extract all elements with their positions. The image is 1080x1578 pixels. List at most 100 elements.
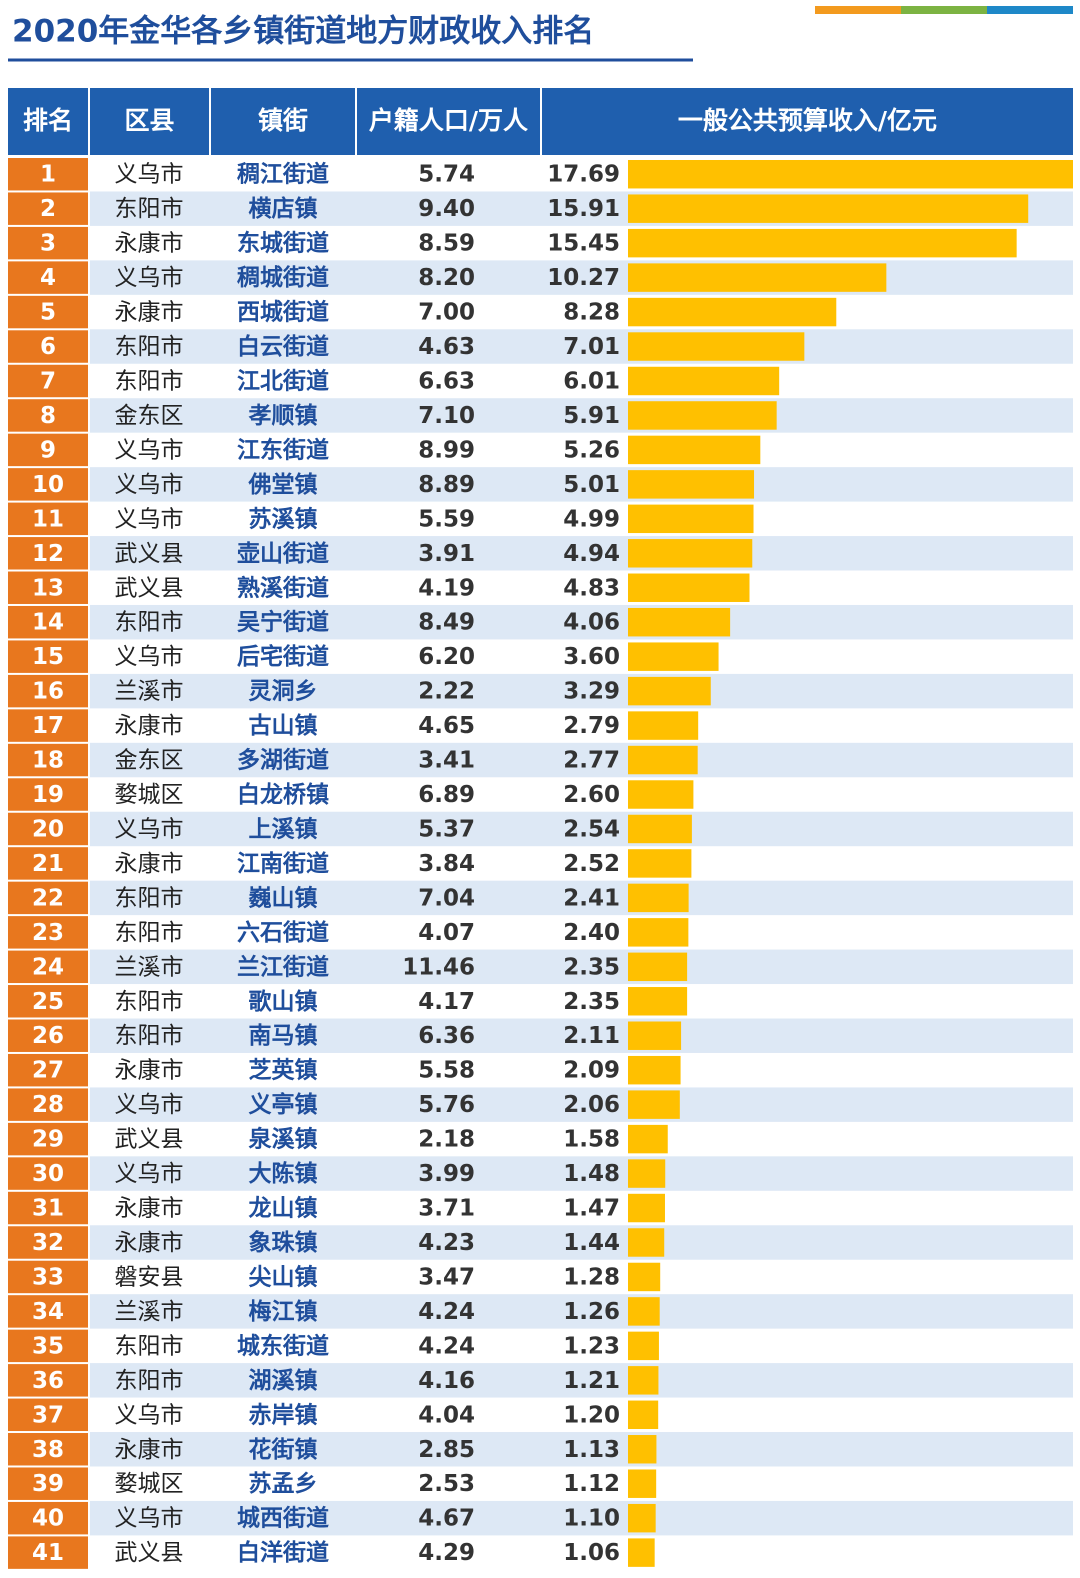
county: 永康市 — [115, 1230, 184, 1256]
population: 3.47 — [418, 1264, 475, 1290]
population: 4.24 — [418, 1299, 475, 1325]
rank: 20 — [32, 816, 64, 842]
rank-cell — [8, 502, 88, 536]
population: 4.65 — [418, 713, 475, 739]
rank-cell — [8, 743, 88, 777]
town: 尖山镇 — [249, 1263, 318, 1290]
rank: 41 — [32, 1540, 64, 1566]
town: 歌山镇 — [249, 988, 318, 1015]
rank-cell — [8, 1157, 88, 1190]
rank-cell — [8, 1053, 88, 1087]
rank-cell — [8, 1122, 88, 1156]
rank: 24 — [32, 954, 64, 980]
revenue-label: 1.48 — [563, 1161, 620, 1187]
town: 横店镇 — [249, 195, 318, 222]
revenue-label: 4.94 — [563, 541, 620, 567]
rank: 18 — [32, 748, 64, 774]
rank: 21 — [32, 851, 64, 877]
town: 花街镇 — [249, 1436, 318, 1463]
rank-cell — [8, 261, 88, 294]
population: 8.59 — [418, 231, 475, 257]
revenue-bar — [628, 1193, 665, 1223]
town: 上溪镇 — [249, 815, 318, 842]
rank: 3 — [40, 231, 56, 257]
county: 兰溪市 — [115, 954, 184, 980]
population: 5.74 — [418, 162, 475, 188]
column-header: 排名 — [23, 106, 73, 135]
county: 金东区 — [115, 748, 184, 774]
rank: 1 — [40, 162, 56, 188]
rank: 16 — [32, 679, 64, 705]
rank: 25 — [32, 989, 64, 1015]
population: 5.59 — [418, 506, 475, 532]
population: 9.40 — [418, 196, 475, 222]
row-bg — [90, 1156, 1073, 1191]
county: 义乌市 — [115, 162, 184, 188]
rank-cell — [8, 881, 88, 915]
population: 4.24 — [418, 1333, 475, 1359]
population: 4.17 — [418, 989, 475, 1015]
revenue-label: 5.01 — [563, 472, 620, 498]
revenue-bar — [628, 1124, 668, 1154]
revenue-label: 4.83 — [563, 575, 620, 601]
rank: 5 — [40, 300, 56, 326]
rank-cell — [8, 674, 88, 708]
town: 大陈镇 — [249, 1160, 318, 1187]
county: 永康市 — [115, 713, 184, 739]
town: 龙山镇 — [249, 1195, 318, 1222]
rank: 9 — [40, 437, 56, 463]
county: 婺城区 — [115, 1471, 184, 1497]
revenue-bar — [628, 401, 777, 430]
town: 后宅街道 — [237, 643, 329, 670]
revenue-bar — [628, 711, 699, 740]
row-bg — [90, 604, 1073, 640]
rank: 30 — [32, 1161, 64, 1187]
revenue-bar — [628, 573, 750, 602]
rank: 27 — [32, 1058, 64, 1084]
row-bg — [90, 536, 1073, 571]
revenue-label: 2.40 — [563, 920, 620, 946]
rank-cell — [8, 1260, 88, 1294]
rank: 17 — [32, 713, 64, 739]
revenue-bar — [628, 435, 761, 465]
rank-cell — [8, 640, 88, 673]
county: 东阳市 — [115, 1023, 184, 1049]
rank: 8 — [40, 403, 56, 429]
revenue-label: 2.06 — [563, 1092, 620, 1118]
town: 灵洞乡 — [249, 679, 318, 705]
row-bg — [90, 398, 1073, 433]
rank: 6 — [40, 334, 56, 360]
population: 3.84 — [418, 851, 475, 877]
revenue-label: 1.28 — [563, 1264, 620, 1290]
rank-cell — [8, 364, 88, 398]
population: 4.07 — [418, 920, 475, 946]
rank: 11 — [32, 506, 64, 532]
town: 南马镇 — [249, 1022, 318, 1049]
rank-cell — [8, 1295, 88, 1328]
revenue-bar — [628, 1090, 680, 1119]
revenue-label: 2.77 — [563, 748, 620, 774]
county: 东阳市 — [115, 920, 184, 946]
revenue-label: 1.47 — [563, 1196, 620, 1222]
county: 武义县 — [115, 1127, 184, 1153]
revenue-bar — [628, 1366, 659, 1395]
row-bg — [90, 1294, 1073, 1329]
population: 4.23 — [418, 1230, 475, 1256]
county: 东阳市 — [115, 1368, 184, 1394]
rank-cell — [8, 295, 88, 329]
population: 7.10 — [418, 403, 475, 429]
row-bg — [90, 1363, 1073, 1398]
population: 11.46 — [402, 954, 475, 980]
rank-cell — [8, 226, 88, 260]
population: 2.18 — [418, 1127, 475, 1153]
row-bg — [90, 467, 1073, 502]
rank: 13 — [32, 575, 64, 601]
revenue-label: 3.29 — [563, 679, 620, 705]
town: 东城街道 — [237, 230, 329, 257]
rank-cell — [8, 916, 88, 949]
rank-cell — [8, 399, 88, 432]
county: 婺城区 — [115, 782, 184, 808]
revenue-bar — [628, 539, 753, 568]
rank-cell — [8, 950, 88, 984]
population: 8.99 — [418, 437, 475, 463]
